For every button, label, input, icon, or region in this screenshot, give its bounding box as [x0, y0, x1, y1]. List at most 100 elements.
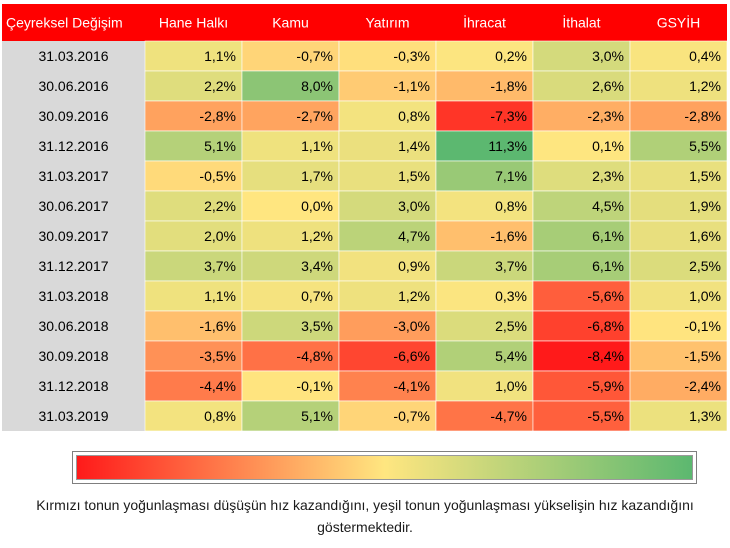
- heatmap-cell: [144, 100, 243, 132]
- heatmap-cell: [629, 250, 727, 282]
- cell-value: -0,7%: [296, 48, 333, 64]
- row-label: 31.03.2018: [38, 288, 108, 304]
- cell-value: 8,0%: [301, 78, 333, 94]
- heatmap-cell: [241, 280, 340, 312]
- heatmap-cell: [532, 400, 631, 432]
- heatmap-cell: [629, 70, 727, 102]
- row-label-background: [2, 41, 145, 431]
- cell-value: 1,3%: [689, 408, 721, 424]
- cell-value: 1,1%: [301, 138, 333, 154]
- cell-value: 5,4%: [495, 348, 527, 364]
- cell-value: 6,1%: [592, 228, 624, 244]
- heatmap-cell: [338, 160, 437, 192]
- heatmap-cell: [629, 130, 727, 162]
- cell-value: 3,4%: [301, 258, 333, 274]
- heatmap-cell: [532, 190, 631, 222]
- color-gradient-bar: [76, 455, 693, 480]
- heatmap-cell: [435, 190, 534, 222]
- cell-value: 1,1%: [204, 288, 236, 304]
- heatmap-cell: [532, 250, 631, 282]
- heatmap-cell: [241, 310, 340, 342]
- cell-value: 1,2%: [398, 288, 430, 304]
- row-label: 30.09.2016: [38, 108, 108, 124]
- cell-value: -4,8%: [296, 348, 333, 364]
- row-label: 31.03.2017: [38, 168, 108, 184]
- cell-value: -0,1%: [684, 318, 721, 334]
- row-label: 30.06.2018: [38, 318, 108, 334]
- cell-value: 2,2%: [204, 198, 236, 214]
- row-label: 31.12.2018: [38, 378, 108, 394]
- cell-value: -0,1%: [296, 378, 333, 394]
- heatmap-cell: [435, 130, 534, 162]
- cell-value: 2,5%: [495, 318, 527, 334]
- cell-value: 3,7%: [204, 258, 236, 274]
- cell-value: 0,7%: [301, 288, 333, 304]
- heatmap-cell: [338, 400, 437, 432]
- heatmap-cell: [629, 160, 727, 192]
- heatmap-cell: [532, 70, 631, 102]
- cell-value: 1,9%: [689, 198, 721, 214]
- heatmap-cell: [435, 250, 534, 282]
- heatmap-cell: [241, 100, 340, 132]
- cell-value: 1,5%: [398, 168, 430, 184]
- cell-value: 7,1%: [495, 168, 527, 184]
- heatmap-cell: [629, 370, 727, 402]
- heatmap-cell: [338, 130, 437, 162]
- cell-value: 0,1%: [592, 138, 624, 154]
- heatmap-cell: [144, 340, 243, 372]
- column-header: Hane Halkı: [159, 15, 228, 31]
- heatmap-cell: [144, 220, 243, 252]
- cell-value: 1,7%: [301, 168, 333, 184]
- cell-value: 1,6%: [689, 228, 721, 244]
- cell-value: -2,3%: [587, 108, 624, 124]
- heatmap-cell: [629, 280, 727, 312]
- heatmap-cell: [241, 160, 340, 192]
- row-label: 30.06.2016: [38, 78, 108, 94]
- heatmap-cell: [338, 250, 437, 282]
- cell-value: -4,1%: [393, 378, 430, 394]
- cell-value: 3,7%: [495, 258, 527, 274]
- heatmap-cell: [532, 220, 631, 252]
- cell-value: -4,7%: [490, 408, 527, 424]
- heatmap-cell: [532, 280, 631, 312]
- heatmap-cell: [532, 370, 631, 402]
- cell-value: -0,3%: [393, 48, 430, 64]
- row-label: 31.12.2016: [38, 138, 108, 154]
- cell-value: -1,1%: [393, 78, 430, 94]
- column-header: Kamu: [272, 15, 309, 31]
- cell-value: 0,8%: [495, 198, 527, 214]
- corner-label: Çeyreksel Değişim: [6, 15, 123, 31]
- cell-value: -5,5%: [587, 408, 624, 424]
- heatmap-cell: [338, 70, 437, 102]
- heatmap-cell: [241, 250, 340, 282]
- heatmap-cell: [629, 400, 727, 432]
- color-scale-legend: [72, 451, 697, 484]
- heatmap-cell: [532, 40, 631, 72]
- cell-value: -2,4%: [684, 378, 721, 394]
- cell-value: 3,5%: [301, 318, 333, 334]
- column-header: Yatırım: [365, 15, 409, 31]
- heatmap-cell: [629, 40, 727, 72]
- heatmap-cell: [629, 100, 727, 132]
- cell-value: 11,3%: [488, 138, 527, 154]
- cell-value: 1,5%: [689, 168, 721, 184]
- cell-value: -3,5%: [199, 348, 236, 364]
- cell-value: -2,8%: [199, 108, 236, 124]
- cell-value: -8,4%: [587, 348, 624, 364]
- heatmap-cell: [241, 400, 340, 432]
- cell-value: -5,6%: [587, 288, 624, 304]
- cell-value: 3,0%: [592, 48, 624, 64]
- cell-value: 2,0%: [204, 228, 236, 244]
- row-label: 30.09.2017: [38, 228, 108, 244]
- caption-text: Kırmızı tonun yoğunlaşması düşüşün hız k…: [36, 497, 694, 535]
- cell-value: -7,3%: [490, 108, 527, 124]
- cell-value: 5,1%: [204, 138, 236, 154]
- cell-value: 2,3%: [592, 168, 624, 184]
- heatmap-cell: [532, 340, 631, 372]
- cell-value: -4,4%: [199, 378, 236, 394]
- cell-value: 0,9%: [398, 258, 430, 274]
- cell-value: -2,7%: [296, 108, 333, 124]
- cell-value: -1,6%: [490, 228, 527, 244]
- cell-value: 2,6%: [592, 78, 624, 94]
- cell-value: 0,0%: [301, 198, 333, 214]
